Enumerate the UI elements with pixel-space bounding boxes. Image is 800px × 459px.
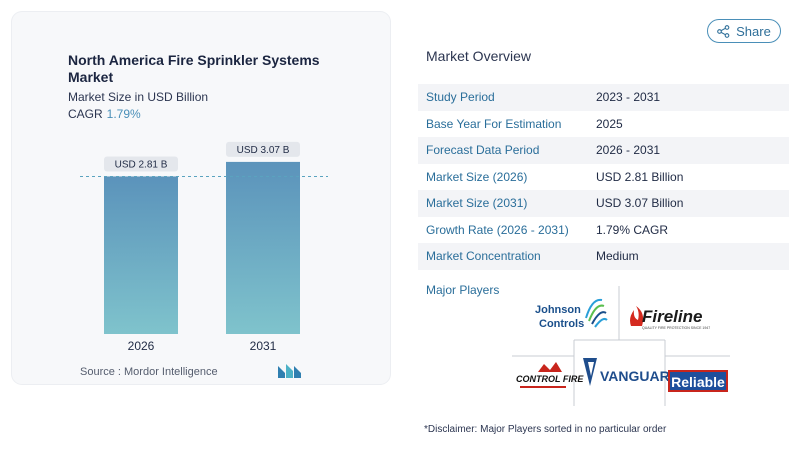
row-key: Growth Rate (2026 - 2031) [426, 222, 569, 237]
vanguard-logo: VANGUARD [583, 358, 680, 386]
data-label-bg [104, 156, 178, 172]
cagr-line: CAGR 1.79% [68, 107, 141, 121]
control-fire-logo: CONTROL FIRE [516, 362, 584, 388]
johnson-controls-logo: Johnson Controls [535, 298, 608, 330]
flame-icon [630, 306, 644, 326]
control-fire-emblem-icon [538, 362, 562, 372]
row-key: Study Period [426, 90, 495, 105]
row-value: USD 2.81 Billion [596, 169, 684, 184]
cagr-value: 1.79% [106, 107, 141, 121]
share-button[interactable]: Share [707, 19, 781, 43]
overview-row: Market Size (2026) USD 2.81 Billion [418, 164, 789, 191]
bar-2031 [226, 161, 300, 334]
market-size-chart: USD 2.81 B 2026 USD 3.07 B 2031 [80, 141, 328, 353]
mordor-logo-icon [278, 364, 301, 378]
johnson-swirl-icon [585, 298, 608, 328]
row-key: Forecast Data Period [426, 143, 540, 158]
row-key: Base Year For Estimation [426, 116, 562, 131]
overview-row: Forecast Data Period 2026 - 2031 [418, 137, 789, 164]
overview-title: Market Overview [426, 48, 532, 64]
row-key: Market Size (2031) [426, 196, 528, 211]
x-tick-label: 2031 [250, 339, 277, 353]
market-snapshot-card [12, 12, 390, 384]
row-value: USD 3.07 Billion [596, 196, 684, 211]
row-value: 1.79% CAGR [596, 222, 669, 237]
row-value: 2025 [596, 116, 623, 131]
overview-row: Study Period 2023 - 2031 [418, 84, 789, 111]
row-key: Market Size (2026) [426, 169, 528, 184]
share-icon [717, 24, 730, 38]
overview-row: Market Size (2031) USD 3.07 Billion [418, 190, 789, 217]
overview-row: Growth Rate (2026 - 2031) 1.79% CAGR [418, 217, 789, 244]
row-key: Market Concentration [426, 249, 541, 264]
major-players-title: Major Players [426, 283, 500, 297]
fireline-text: Fireline [642, 307, 702, 326]
reliable-text: Reliable [671, 374, 725, 390]
data-label-bg [226, 141, 300, 157]
chart-title: North America Fire Sprinkler Systems Mar… [68, 52, 320, 85]
source-text: Source : Mordor Intelligence [80, 366, 218, 378]
row-value: 2023 - 2031 [596, 90, 661, 105]
x-tick-label: 2026 [128, 339, 155, 353]
overview-table: Study Period 2023 - 2031 Base Year For Es… [418, 84, 789, 270]
reliable-logo: Reliable [668, 370, 728, 392]
fireline-tagline: QUALITY FIRE PROTECTION SINCE 1947 [642, 326, 710, 330]
data-label: USD 2.81 B [115, 159, 168, 170]
fireline-logo: Fireline QUALITY FIRE PROTECTION SINCE 1… [630, 306, 710, 330]
overview-row: Base Year For Estimation 2025 [418, 111, 789, 138]
data-label: USD 3.07 B [237, 145, 290, 156]
row-value: Medium [596, 249, 639, 264]
cagr-label: CAGR [68, 107, 103, 121]
controls-text: Controls [539, 318, 584, 330]
share-label: Share [736, 23, 771, 39]
vanguard-text: VANGUARD [600, 368, 680, 384]
johnson-text: Johnson [535, 304, 581, 316]
control-fire-text: CONTROL FIRE [516, 374, 584, 384]
disclaimer-text: *Disclaimer: Major Players sorted in no … [424, 424, 667, 435]
bar-2026 [104, 176, 178, 334]
vanguard-v-icon [583, 358, 597, 386]
row-value: 2026 - 2031 [596, 143, 661, 158]
chart-subtitle: Market Size in USD Billion [68, 90, 209, 104]
overview-row: Market Concentration Medium [418, 243, 789, 270]
